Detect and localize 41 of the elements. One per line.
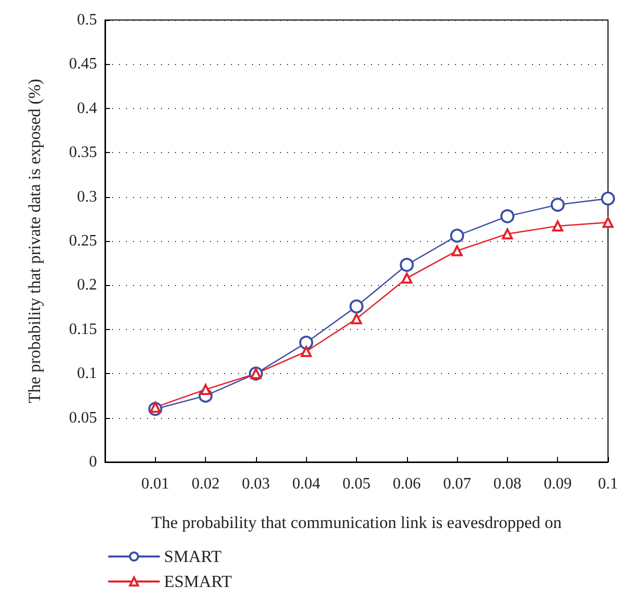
point (150, 402, 161, 413)
point (351, 313, 362, 324)
point (550, 198, 565, 212)
point (400, 258, 414, 272)
point (602, 216, 614, 228)
y-tick-label: 0.3 (77, 188, 97, 206)
y-tick-label: 0.45 (69, 56, 97, 73)
y-tick-label: 0.4 (77, 100, 97, 117)
point (299, 336, 314, 350)
point (401, 272, 412, 284)
x-tick-label: 0.1 (598, 476, 618, 492)
point (452, 245, 463, 256)
x-tick-label: 0.03 (242, 476, 270, 492)
point (300, 346, 312, 357)
point (552, 220, 564, 232)
point (500, 209, 514, 224)
x-tick-label: 0.09 (544, 476, 572, 492)
y-tick-label: 0.15 (69, 320, 97, 338)
x-tick-label: 0.07 (443, 476, 472, 492)
x-tick-label: 0.04 (292, 476, 320, 492)
point (502, 228, 513, 240)
y-tick-label: 0.1 (77, 365, 97, 382)
x-tick-label: 0.06 (392, 476, 421, 492)
point (200, 384, 212, 396)
point (601, 192, 615, 206)
y-tick-label: 0 (89, 454, 97, 470)
x-tick-label: 0.01 (141, 476, 170, 492)
x-tick-label: 0.08 (493, 476, 522, 492)
y-tick-label: 0.2 (77, 276, 97, 294)
y-tick-label: 0.35 (69, 144, 97, 162)
y-axis-title: The probability that private data is exposed (%) (25, 78, 44, 404)
legend-label: SMART (164, 547, 222, 566)
x-axis-title: The probability that communication link is eavesdropped on (151, 513, 562, 532)
x-tick-label: 0.05 (342, 476, 370, 492)
point (450, 228, 464, 243)
x-tick-label: 0.02 (192, 476, 220, 492)
legend-label: ESMART (164, 572, 233, 591)
y-tick-label: 0.5 (77, 12, 97, 28)
y-tick-label: 0.25 (69, 232, 97, 250)
point (350, 299, 364, 314)
y-tick-label: 0.05 (69, 409, 97, 426)
